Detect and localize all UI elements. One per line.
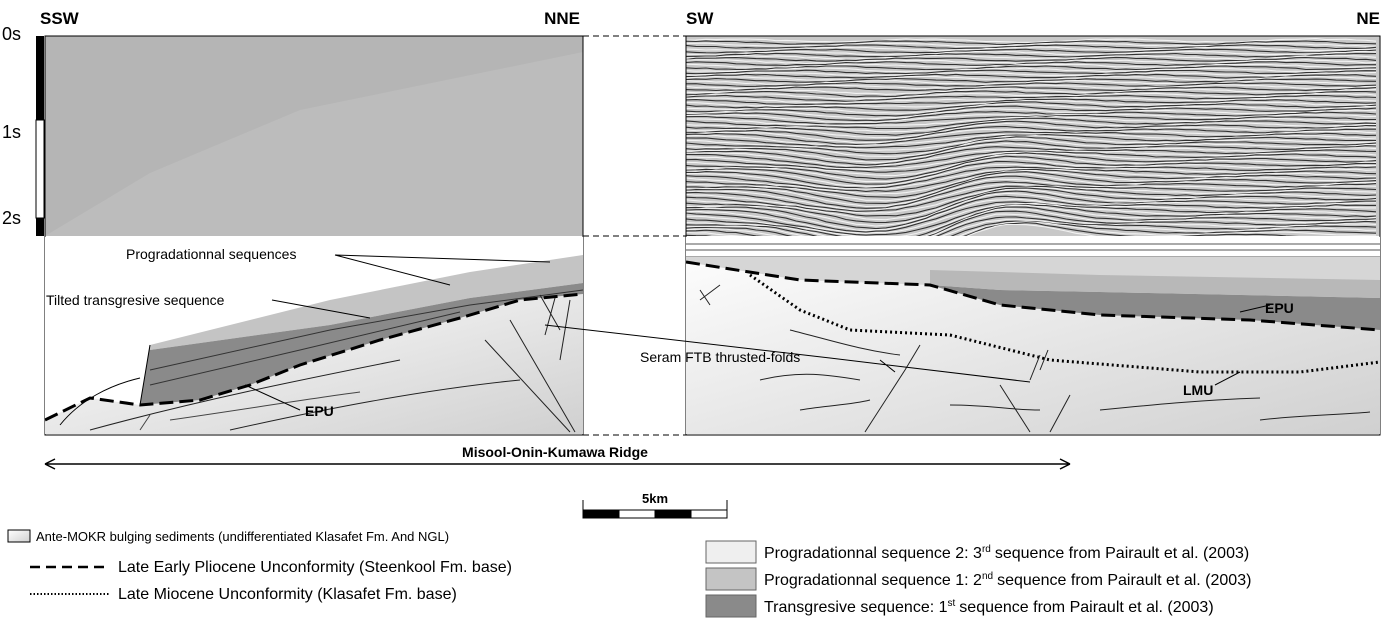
legend-text: sequence from Pairault et al. (2003)	[995, 545, 1249, 562]
seismic-left	[45, 36, 583, 236]
legend-text: Ante-MOKR bulging sediments (undifferent…	[36, 529, 449, 544]
scale-label: 5km	[642, 491, 668, 506]
connector	[583, 36, 686, 435]
annotation: EPU	[1265, 300, 1294, 316]
orientation: NNE	[544, 9, 580, 28]
time-label: 1s	[2, 122, 21, 142]
orientation: SW	[686, 9, 714, 28]
legend-text: Late Miocene Unconformity (Klasafet Fm. …	[118, 586, 457, 603]
superscript: st	[948, 598, 956, 609]
annotation: Seram FTB thrusted-folds	[640, 349, 800, 365]
time-bar	[36, 218, 44, 236]
annotation: EPU	[305, 403, 334, 419]
seismic-right	[686, 36, 1380, 264]
time-label: 0s	[2, 24, 21, 44]
superscript: nd	[982, 571, 993, 582]
annotation: Tilted transgresive sequence	[46, 292, 225, 308]
legend-text: sequence from Pairault et al. (2003)	[959, 599, 1213, 616]
legend	[706, 541, 756, 617]
legend-text: Progradationnal sequence 2: 3rd sequence …	[764, 544, 1249, 562]
time-bar	[36, 36, 44, 120]
legend-text: Late Early Pliocene Unconformity (Steenk…	[118, 559, 512, 576]
superscript: rd	[982, 544, 991, 555]
orientation: NE	[1356, 9, 1380, 28]
time-bar	[36, 120, 44, 218]
ridge-label: Misool-Onin-Kumawa Ridge	[462, 444, 648, 460]
annotation: Progradationnal sequences	[126, 246, 296, 262]
ridge-arrow	[45, 459, 1070, 469]
legend-text: Progradationnal sequence 2: 3	[764, 545, 982, 562]
legend-text: Progradationnal sequence 1: 2nd sequence …	[764, 571, 1251, 589]
figure: SSW NNE SW NE 0s 1s 2s	[0, 0, 1394, 622]
interpretation-right	[686, 237, 1380, 434]
orientation: SSW	[40, 9, 80, 28]
legend: Ante-MOKR bulging sediments (undifferent…	[8, 529, 512, 603]
time-label: 2s	[2, 208, 21, 228]
legend-text: sequence from Pairault et al. (2003)	[997, 572, 1251, 589]
legend: Progradationnal sequence 2: 3rd sequence …	[764, 544, 1251, 616]
legend-text: Progradationnal sequence 1: 2	[764, 572, 982, 589]
annotation: LMU	[1183, 382, 1213, 398]
legend-text: Transgresive sequence: 1	[764, 599, 948, 616]
